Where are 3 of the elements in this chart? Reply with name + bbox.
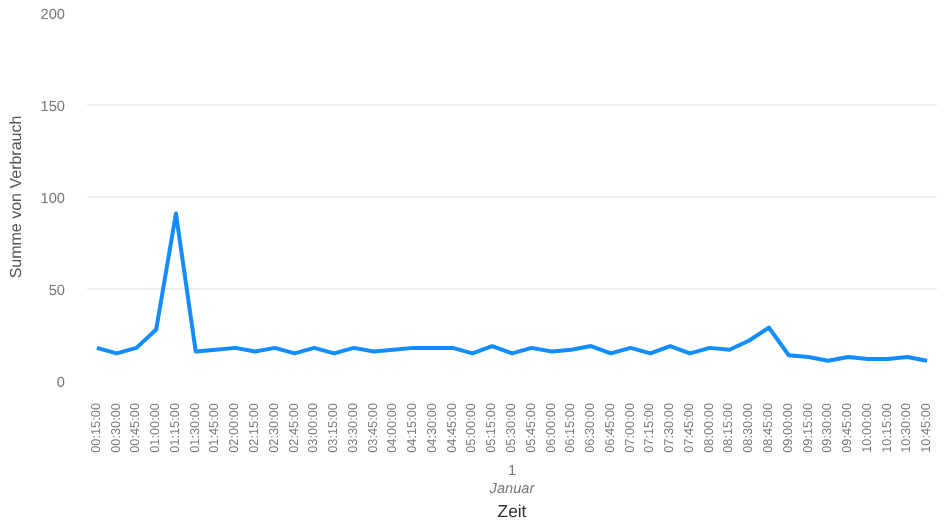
- y-axis-title: Summe von Verbrauch: [6, 115, 25, 279]
- x-axis-title: Zeit: [497, 501, 528, 520]
- line-series: [94, 211, 930, 363]
